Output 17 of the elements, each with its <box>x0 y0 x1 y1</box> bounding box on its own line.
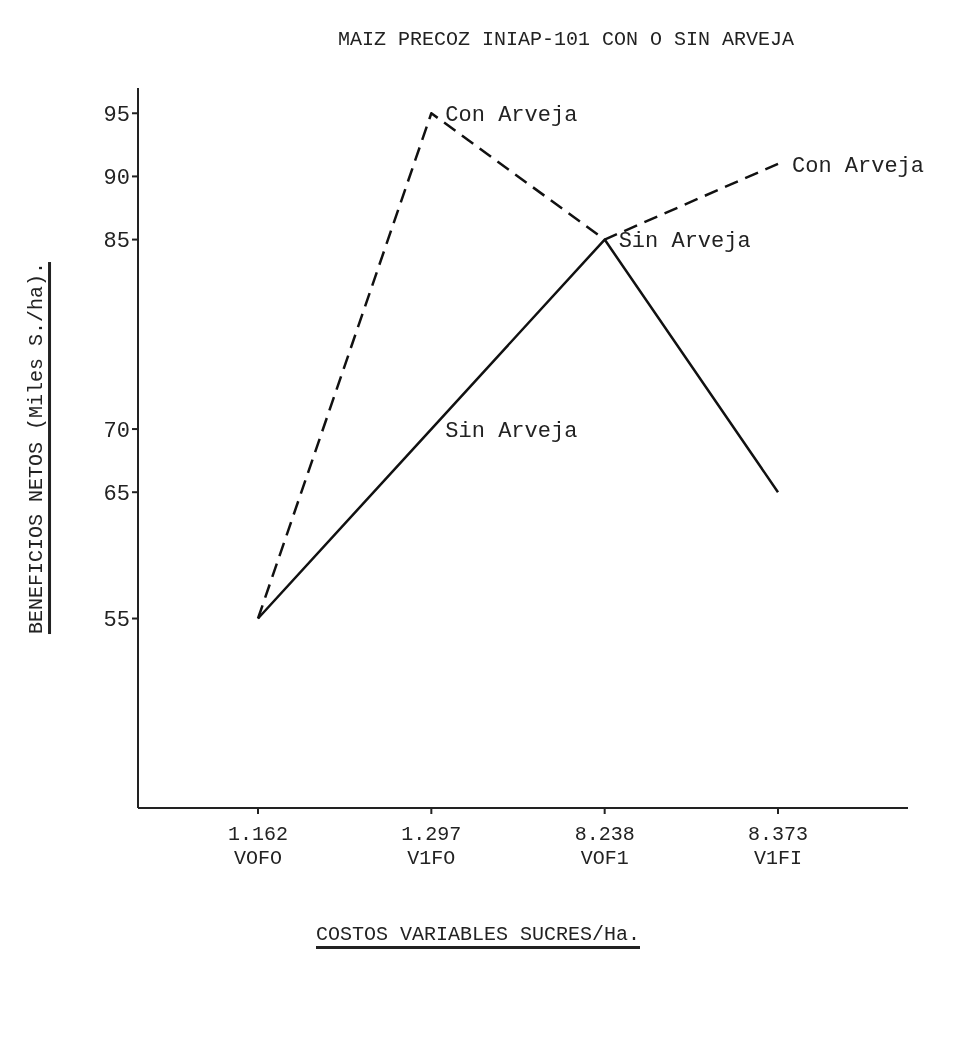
annotation: Sin Arveja <box>445 418 578 444</box>
y-tick-label: 70 <box>103 418 130 444</box>
x-tick-label: 8.373 V1FI <box>747 823 809 870</box>
y-tick-label: 85 <box>103 229 130 255</box>
y-axis-title: BENEFICIOS NETOS (Miles S./ha). <box>25 261 51 635</box>
x-tick-label: 1.162 VOFO <box>227 823 289 870</box>
y-tick-label: 65 <box>103 482 130 508</box>
annotation: Sin Arveja <box>618 229 751 255</box>
y-tick-label: 55 <box>103 608 130 634</box>
annotation: Con Arveja <box>445 103 578 129</box>
chart-title: MAIZ PRECOZ INIAP-101 CON O SIN ARVEJA <box>338 28 795 51</box>
annotation: Con Arveja <box>792 153 925 179</box>
x-tick-label: 8.238 VOF1 <box>574 823 635 870</box>
x-axis-title: COSTOS VARIABLES SUCRES/Ha. <box>315 923 641 949</box>
x-tick-label: 1.297 V1FO <box>401 823 462 870</box>
y-tick-label: 95 <box>103 103 130 129</box>
y-tick-label: 90 <box>103 166 130 192</box>
